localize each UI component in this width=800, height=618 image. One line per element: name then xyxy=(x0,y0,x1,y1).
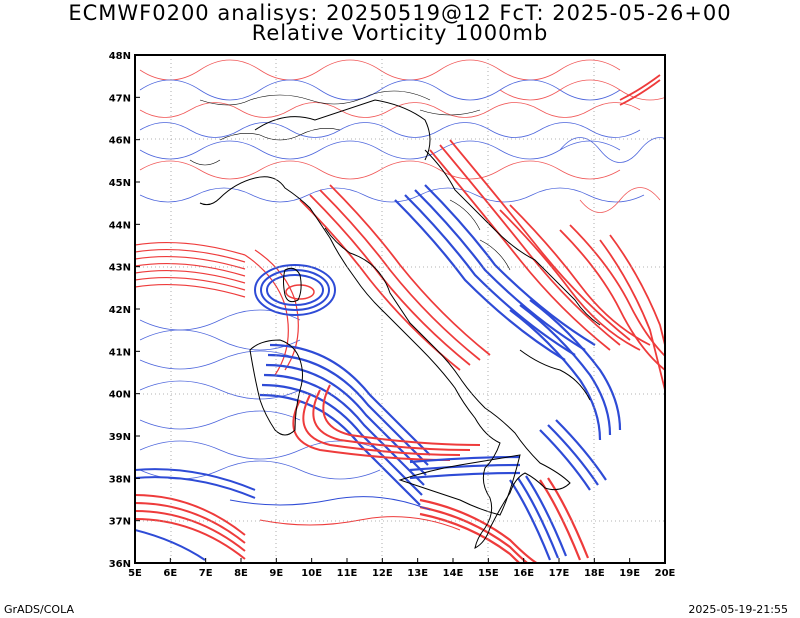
lon-tick-label: 15E xyxy=(478,568,499,579)
blue-band-tyrrhenian xyxy=(259,343,431,506)
lon-tick-label: 9E xyxy=(269,568,283,579)
red-band-west xyxy=(135,241,299,376)
lat-tick-label: 47N xyxy=(109,93,131,104)
blue-vortex-corsica xyxy=(254,264,336,316)
lat-tick-label: 46N xyxy=(109,136,131,147)
lat-tick-label: 38N xyxy=(109,474,131,485)
red-band-sardinia xyxy=(292,384,481,461)
lat-tick-label: 42N xyxy=(109,305,131,316)
lat-tick-label: 36N xyxy=(109,559,131,570)
chart-subtitle: Relative Vorticity 1000mb xyxy=(251,21,549,45)
lon-tick-label: 14E xyxy=(443,568,464,579)
chart-title: ECMWF0200 analisys: 20250519@12 FcT: 202… xyxy=(68,1,732,25)
lon-tick-label: 10E xyxy=(301,568,322,579)
lon-tick-label: 16E xyxy=(513,568,534,579)
lat-tick-label: 37N xyxy=(109,517,131,528)
coastlines xyxy=(199,99,601,549)
footer-credit: GrADS/COLA xyxy=(4,603,74,616)
weak-contours xyxy=(139,59,665,480)
lon-tick-label: 7E xyxy=(199,568,213,579)
footer-timestamp: 2025-05-19-21:55 xyxy=(688,603,788,616)
lon-tick-label: 6E xyxy=(163,568,177,579)
lat-tick-label: 39N xyxy=(109,432,131,443)
bands-southwest xyxy=(135,468,461,561)
lon-tick-label: 8E xyxy=(234,568,248,579)
blue-band-adriatic xyxy=(394,184,596,361)
lat-tick-label: 48N xyxy=(109,51,131,62)
borders xyxy=(189,90,511,271)
longitude-axis: 5E 6E 7E 8E 9E 10E 11E 12E 13E 14E 15E 16E 17E 18E 19E… xyxy=(128,558,676,579)
lat-tick-label: 45N xyxy=(109,178,131,189)
latitude-axis: 36N 37N 38N 39N 40N 41N 42N 43N 44N 45N 46N 47N 48N xyxy=(109,51,140,570)
lat-tick-label: 41N xyxy=(109,347,131,358)
lon-tick-label: 12E xyxy=(372,568,393,579)
lon-tick-label: 20E xyxy=(655,568,676,579)
lon-tick-label: 13E xyxy=(407,568,428,579)
lon-tick-label: 18E xyxy=(584,568,605,579)
lon-tick-label: 19E xyxy=(619,568,640,579)
grid-lines xyxy=(135,55,665,563)
lon-tick-label: 17E xyxy=(549,568,570,579)
lon-tick-label: 5E xyxy=(128,568,142,579)
lat-tick-label: 40N xyxy=(109,390,131,401)
lon-tick-label: 11E xyxy=(337,568,358,579)
red-band-coast xyxy=(299,184,491,371)
lat-tick-label: 44N xyxy=(109,220,131,231)
lat-tick-label: 43N xyxy=(109,263,131,274)
red-bands-balkans xyxy=(429,74,665,391)
